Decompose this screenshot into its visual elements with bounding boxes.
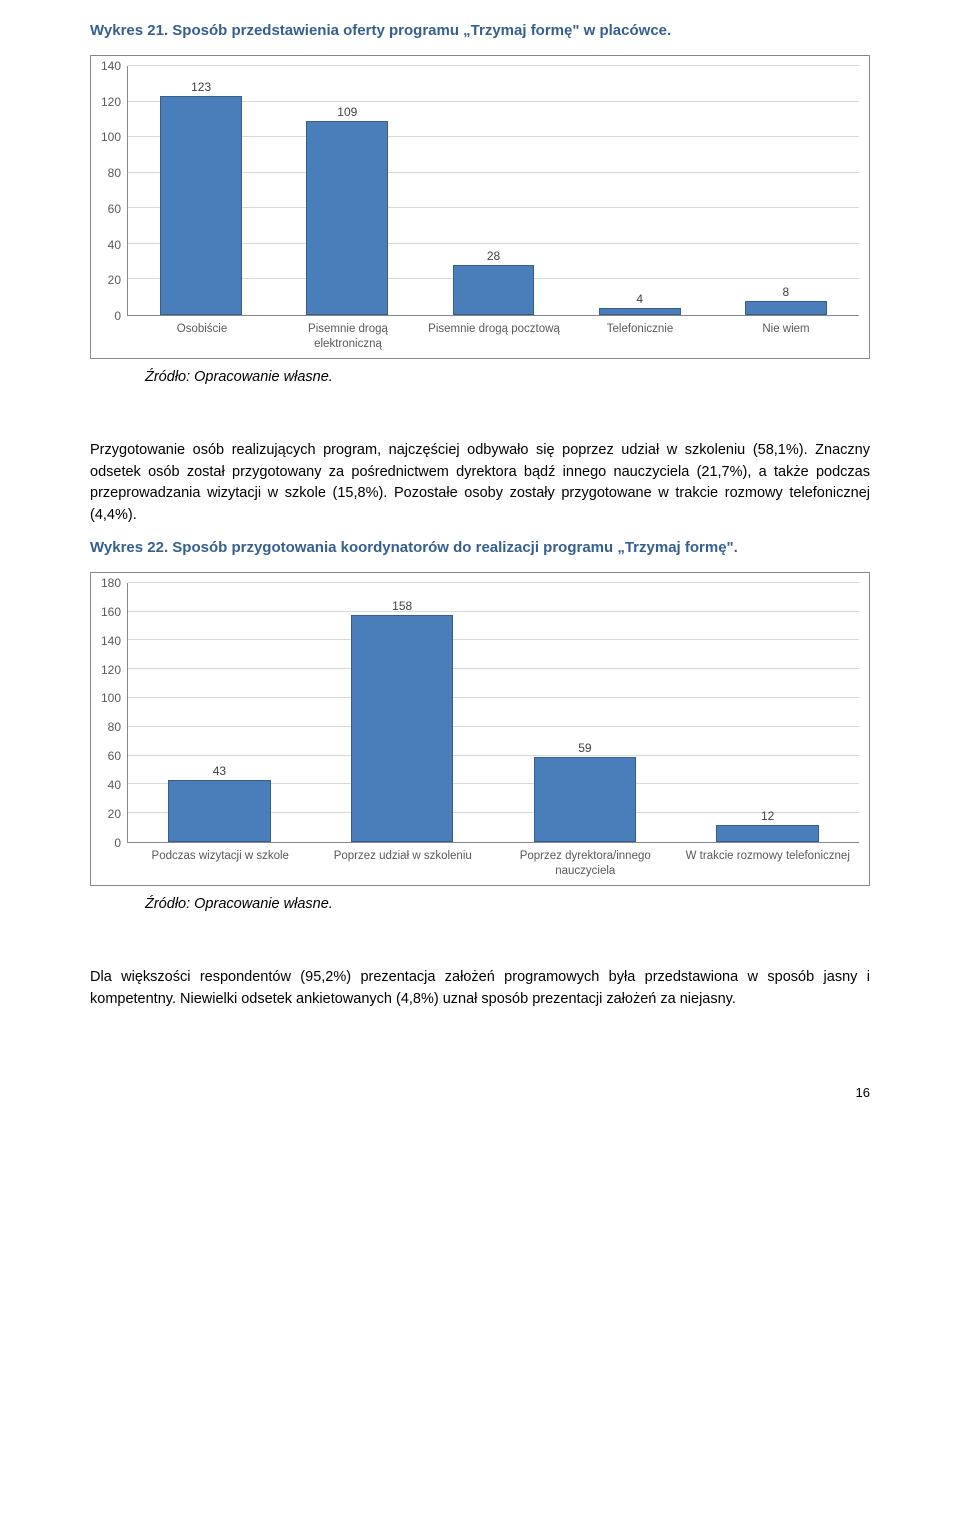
paragraph-1: Przygotowanie osób realizujących program… bbox=[90, 440, 870, 527]
chart2: 180160140120100806040200 43 158 59 12 Podcz… bbox=[90, 572, 870, 886]
chart1-bars: 123 109 28 4 8 bbox=[128, 66, 859, 315]
bar-slot: 43 bbox=[128, 583, 311, 842]
x-label: Osobiście bbox=[129, 322, 275, 352]
chart1-plot: 123 109 28 4 8 bbox=[127, 66, 859, 316]
chart1-source: Źródło: Opracowanie własne. bbox=[145, 369, 870, 385]
chart1-y-axis: 140120100806040200 bbox=[101, 66, 127, 316]
bar-value-label: 43 bbox=[213, 764, 226, 778]
bar bbox=[168, 780, 270, 842]
bar-value-label: 8 bbox=[783, 285, 790, 299]
bar-value-label: 28 bbox=[487, 249, 500, 263]
bar-value-label: 123 bbox=[191, 80, 211, 94]
bar bbox=[745, 301, 827, 315]
bar bbox=[599, 308, 681, 315]
bar-slot: 59 bbox=[494, 583, 677, 842]
bar-value-label: 109 bbox=[337, 105, 357, 119]
bar-value-label: 59 bbox=[578, 741, 591, 755]
x-label: Pisemnie drogą pocztową bbox=[421, 322, 567, 352]
bar-slot: 123 bbox=[128, 66, 274, 315]
chart2-source: Źródło: Opracowanie własne. bbox=[145, 896, 870, 912]
chart2-bars: 43 158 59 12 bbox=[128, 583, 859, 842]
bar bbox=[306, 121, 388, 315]
chart1-x-labels: OsobiściePisemnie drogą elektronicznąPis… bbox=[101, 322, 859, 352]
x-label: Poprzez dyrektora/innego nauczyciela bbox=[494, 849, 677, 879]
bar-slot: 12 bbox=[676, 583, 859, 842]
x-label: Podczas wizytacji w szkole bbox=[129, 849, 312, 879]
bar-slot: 8 bbox=[713, 66, 859, 315]
bar bbox=[716, 825, 818, 842]
bar-value-label: 12 bbox=[761, 809, 774, 823]
chart2-title: Wykres 22. Sposób przygotowania koordyna… bbox=[90, 537, 870, 558]
bar bbox=[534, 757, 636, 842]
x-label: Telefonicznie bbox=[567, 322, 713, 352]
bar bbox=[160, 96, 242, 315]
bar-slot: 158 bbox=[311, 583, 494, 842]
bar-value-label: 158 bbox=[392, 599, 412, 613]
paragraph-2: Dla większości respondentów (95,2%) prez… bbox=[90, 967, 870, 1011]
chart2-plot: 43 158 59 12 bbox=[127, 583, 859, 843]
bar bbox=[351, 615, 453, 842]
page-number: 16 bbox=[90, 1085, 870, 1100]
chart1: 140120100806040200 1231092848 OsobiścieP… bbox=[90, 55, 870, 359]
x-label: Nie wiem bbox=[713, 322, 859, 352]
x-label: Pisemnie drogą elektroniczną bbox=[275, 322, 421, 352]
chart2-x-labels: Podczas wizytacji w szkolePoprzez udział… bbox=[101, 849, 859, 879]
bar-slot: 28 bbox=[420, 66, 566, 315]
chart2-y-axis: 180160140120100806040200 bbox=[101, 583, 127, 843]
x-label: Poprzez udział w szkoleniu bbox=[312, 849, 495, 879]
bar bbox=[453, 265, 535, 315]
chart1-title: Wykres 21. Sposób przedstawienia oferty … bbox=[90, 20, 870, 41]
bar-value-label: 4 bbox=[636, 292, 643, 306]
bar-slot: 109 bbox=[274, 66, 420, 315]
bar-slot: 4 bbox=[567, 66, 713, 315]
x-label: W trakcie rozmowy telefonicznej bbox=[677, 849, 860, 879]
